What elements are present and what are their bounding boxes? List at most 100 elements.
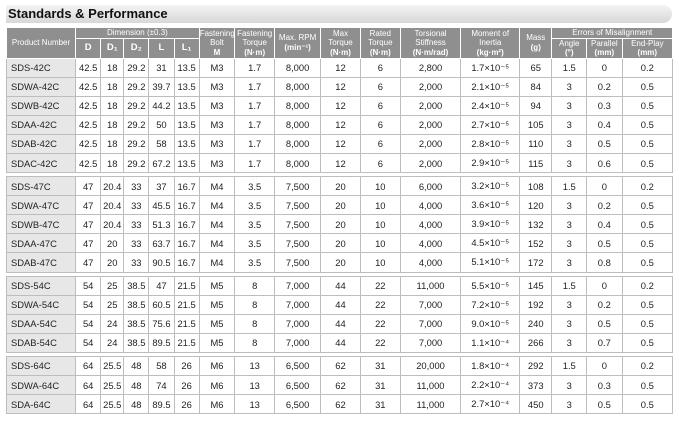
table-row: SDA-64C 64 25.5 48 89.5 26 M6 13 6,500 62 31 11,000… — [5, 394, 674, 415]
table-cell: 6 — [359, 114, 401, 135]
table-cell: 2.9×10⁻⁵ — [460, 152, 521, 174]
header-product-number: Product Number — [5, 27, 77, 59]
table-cell: 58 — [148, 133, 175, 154]
table-cell: 39.7 — [148, 76, 175, 97]
table-row: SDAB-42C 42.5 18 29.2 58 13.5 M3 1.7 8,000 12 6 2,0… — [5, 133, 674, 154]
product-number-cell: SDS-47C — [5, 176, 77, 197]
table-cell: 3.5 — [234, 214, 276, 235]
table-row: SDWA-64C 64 25.5 48 74 26 M6 13 6,500 62 31 11,000 2… — [5, 374, 674, 396]
header-errors-of-misalignment: Errors of Misalignment — [551, 27, 673, 39]
table-cell: 172 — [519, 252, 553, 273]
header-d: D — [75, 37, 102, 59]
table-cell: 0.4 — [586, 114, 623, 135]
table-cell: 60.5 — [148, 294, 175, 315]
table-cell: M6 — [198, 374, 236, 396]
table-cell: M5 — [198, 275, 236, 296]
table-cell: 0.5 — [621, 252, 674, 273]
product-number-cell: SDAB-47C — [5, 252, 77, 273]
table-cell: 21.5 — [173, 275, 200, 296]
table-cell: 42.5 — [75, 152, 102, 174]
table-cell: 8,000 — [274, 152, 322, 174]
table-cell: 1.7 — [234, 76, 276, 97]
table-cell: 33 — [123, 176, 150, 197]
table-cell: 29.2 — [123, 76, 150, 97]
table-cell: 0.5 — [586, 394, 623, 415]
table-cell: 44 — [320, 294, 361, 315]
table-cell: 18 — [100, 76, 125, 97]
table-cell: 192 — [519, 294, 553, 315]
table-cell: 12 — [320, 57, 361, 78]
header-d1: D₁ — [100, 37, 125, 59]
table-cell: 7,000 — [274, 275, 322, 296]
table-cell: 29.2 — [123, 114, 150, 135]
table-cell: 7.2×10⁻⁵ — [460, 294, 521, 315]
table-cell: 3.2×10⁻⁵ — [460, 176, 521, 197]
table-cell: 11,000 — [399, 374, 462, 396]
table-cell: 0.7 — [586, 332, 623, 353]
table-cell: 3.5 — [234, 252, 276, 273]
table-cell: 20,000 — [399, 355, 462, 377]
table-cell: 33 — [123, 214, 150, 235]
table-cell: 42.5 — [75, 57, 102, 78]
table-cell: 1.1×10⁻⁴ — [460, 332, 521, 353]
table-cell: 25.5 — [100, 374, 125, 396]
table-cell: M6 — [198, 394, 236, 415]
table-cell: 13.5 — [173, 95, 200, 116]
table-cell: 4,000 — [399, 252, 462, 273]
table-cell: 0.2 — [586, 294, 623, 315]
table-cell: 12 — [320, 133, 361, 154]
table-cell: 21.5 — [173, 313, 200, 334]
table-cell: 0.5 — [621, 76, 674, 97]
table-cell: 48 — [123, 394, 150, 415]
table-cell: 2,000 — [399, 95, 462, 116]
table-cell: 64 — [75, 394, 102, 415]
table-cell: 2,000 — [399, 114, 462, 135]
table-cell: M3 — [198, 133, 236, 154]
table-cell: 54 — [75, 294, 102, 315]
table-cell: 108 — [519, 176, 553, 197]
table-cell: 1.5 — [551, 57, 588, 78]
table-cell: 64 — [75, 374, 102, 396]
table-cell: 20.4 — [100, 195, 125, 216]
table-cell: 9.0×10⁻⁵ — [460, 313, 521, 334]
table-cell: 10 — [359, 214, 401, 235]
table-cell: 2.8×10⁻⁵ — [460, 133, 521, 154]
header-max-torque: Max Torque (N·m) — [320, 27, 361, 59]
table-cell: 62 — [320, 394, 361, 415]
table-cell: 25 — [100, 275, 125, 296]
table-cell: 42.5 — [75, 133, 102, 154]
product-number-cell: SDWA-54C — [5, 294, 77, 315]
table-cell: 44 — [320, 275, 361, 296]
table-cell: 5.1×10⁻⁵ — [460, 252, 521, 273]
table-cell: M4 — [198, 214, 236, 235]
table-cell: 0.5 — [586, 313, 623, 334]
product-number-cell: SDAC-42C — [5, 152, 77, 174]
table-cell: 0.2 — [621, 176, 674, 197]
table-cell: 0.5 — [621, 95, 674, 116]
table-cell: 7,500 — [274, 252, 322, 273]
table-cell: 120 — [519, 195, 553, 216]
table-cell: 7,000 — [274, 294, 322, 315]
table-cell: 3.5 — [234, 233, 276, 254]
table-cell: 6,500 — [274, 374, 322, 396]
table-cell: 44 — [320, 332, 361, 353]
product-number-cell: SDWA-47C — [5, 195, 77, 216]
table-cell: 3 — [551, 95, 588, 116]
table-cell: 20 — [100, 233, 125, 254]
table-row: SDWB-42C 42.5 18 29.2 44.2 13.5 M3 1.7 8,000 12 6 2… — [5, 95, 674, 116]
table-cell: 0.5 — [621, 374, 674, 396]
table-cell: 22 — [359, 332, 401, 353]
table-row: SDWA-54C 54 25 38.5 60.5 21.5 M5 8 7,000 44 22 7,00… — [5, 294, 674, 315]
table-cell: 74 — [148, 374, 175, 396]
product-number-cell: SDWA-64C — [5, 374, 77, 396]
table-cell: 20 — [320, 214, 361, 235]
table-cell: 20 — [320, 195, 361, 216]
header-l: L — [148, 37, 175, 59]
table-cell: 3 — [551, 76, 588, 97]
table-cell: 44 — [320, 313, 361, 334]
table-cell: 0.6 — [586, 152, 623, 174]
table-cell: 1.5 — [551, 275, 588, 296]
table-cell: 240 — [519, 313, 553, 334]
table-row: SDWB-47C 47 20.4 33 51.3 16.7 M4 3.5 7,500 20 10 4,… — [5, 214, 674, 235]
table-row: SDAC-42C 42.5 18 29.2 67.2 13.5 M3 1.7 8,000 12 6 2… — [5, 152, 674, 174]
